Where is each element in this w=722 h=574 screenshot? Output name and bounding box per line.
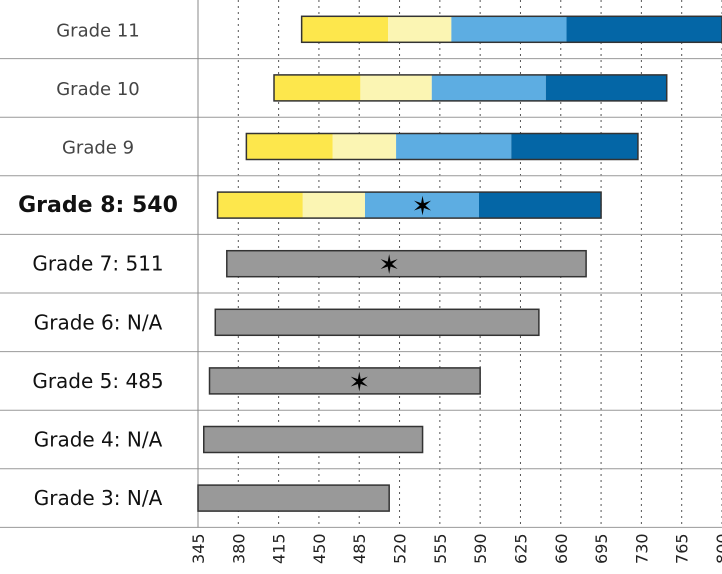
- bar-segment: [431, 74, 546, 101]
- x-tick-label: 485: [350, 533, 369, 564]
- bar-range: [197, 484, 390, 512]
- row-label: Grade 8: 540: [18, 193, 178, 218]
- bar-segment: [396, 133, 512, 160]
- bar-segment: [332, 133, 397, 160]
- x-tick-label: 800: [713, 533, 722, 564]
- x-tick-label: 555: [431, 533, 450, 564]
- bar-segment: [217, 192, 303, 219]
- bar-range: [208, 367, 481, 395]
- x-tick-label: 450: [310, 533, 329, 564]
- bar-segment: [451, 16, 567, 43]
- x-tick-label: 590: [471, 533, 490, 564]
- bar-outline: [273, 74, 668, 102]
- row-label: Grade 7: 511: [32, 252, 163, 276]
- row-label: Grade 3: N/A: [34, 486, 163, 510]
- bar-range: [203, 425, 424, 454]
- bar-segment: [360, 74, 432, 101]
- x-tick-label: 660: [552, 533, 571, 564]
- row-label: Grade 4: N/A: [34, 428, 163, 452]
- x-tick-label: 625: [511, 533, 530, 564]
- bar-segment: [246, 133, 333, 160]
- row-label: Grade 11: [56, 20, 140, 41]
- x-tick-label: 765: [673, 533, 692, 564]
- bar-outline: [216, 191, 602, 219]
- bar-segment: [388, 16, 452, 43]
- x-tick-label: 380: [229, 533, 248, 564]
- row-label: Grade 9: [62, 138, 134, 159]
- x-tick-label: 730: [632, 533, 651, 564]
- x-tick-label: 415: [270, 533, 289, 564]
- bar-range: [226, 249, 587, 278]
- score-star-marker: ✶: [348, 368, 370, 398]
- bar-segment: [364, 192, 480, 219]
- row-label: Grade 10: [56, 79, 140, 100]
- bar-range: [214, 308, 540, 337]
- bar-segment: [511, 133, 638, 160]
- bar-outline: [245, 132, 639, 161]
- row-label: Grade 6: N/A: [34, 310, 163, 334]
- x-tick-label: 695: [592, 533, 611, 564]
- score-star-marker: ✶: [378, 251, 400, 281]
- score-star-marker: ✶: [412, 192, 434, 222]
- x-tick-label: 520: [391, 533, 410, 564]
- bar-outline: [300, 15, 722, 44]
- bar-segment: [545, 74, 667, 101]
- bar-segment: [566, 16, 722, 43]
- bar-segment: [479, 192, 602, 219]
- row-label: Grade 5: 485: [32, 369, 163, 393]
- x-tick-label: 345: [189, 533, 208, 564]
- bar-segment: [302, 192, 365, 219]
- bar-segment: [301, 16, 389, 43]
- bar-segment: [274, 74, 361, 101]
